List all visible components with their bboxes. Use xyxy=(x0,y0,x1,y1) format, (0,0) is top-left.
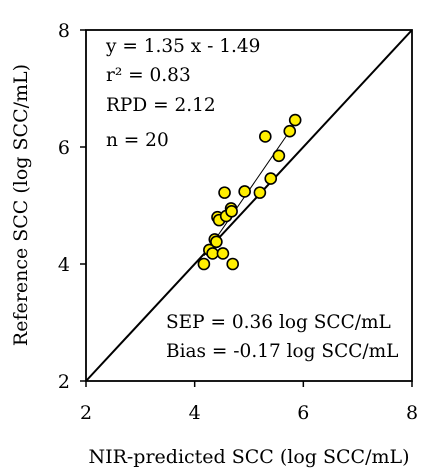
data-point xyxy=(283,124,297,138)
data-point xyxy=(218,186,231,199)
sep-text: SEP = 0.36 log SCC/mL xyxy=(166,312,391,333)
data-point xyxy=(197,257,211,271)
data-point xyxy=(226,257,239,271)
n-text: n = 20 xyxy=(106,130,169,151)
y-tick-label: 6 xyxy=(58,137,70,159)
x-axis-label: NIR-predicted SCC (log SCC/mL) xyxy=(88,446,409,468)
rpd-text: RPD = 2.12 xyxy=(106,95,216,116)
data-point xyxy=(264,172,278,185)
data-point xyxy=(258,130,272,143)
x-tick-label: 8 xyxy=(406,402,418,424)
x-tick-label: 2 xyxy=(80,402,92,424)
data-points xyxy=(197,113,302,271)
data-point xyxy=(225,205,238,218)
data-point xyxy=(210,235,223,249)
data-point xyxy=(272,149,286,163)
x-tick-label: 6 xyxy=(297,402,309,424)
x-tick-label: 4 xyxy=(189,402,201,424)
stats-box-bottom: SEP = 0.36 log SCC/mL Bias = -0.17 log S… xyxy=(166,312,398,362)
y-axis-label: Reference SCC (log SCC/mL) xyxy=(10,64,32,346)
y-tick-label: 2 xyxy=(58,371,70,393)
stats-box-top: y = 1.35 x - 1.49 r² = 0.83 RPD = 2.12 n… xyxy=(105,36,260,151)
y-tick-label: 4 xyxy=(58,254,70,276)
equation-text: y = 1.35 x - 1.49 xyxy=(105,36,260,57)
data-point xyxy=(206,247,219,260)
data-point xyxy=(253,186,267,199)
plot-frame xyxy=(85,29,413,382)
y-axis-ticks: 2 4 6 8 xyxy=(58,20,86,393)
y-tick-label: 8 xyxy=(58,20,70,42)
data-point xyxy=(288,113,302,127)
one-to-one-line xyxy=(85,29,413,382)
bias-text: Bias = -0.17 log SCC/mL xyxy=(166,341,398,362)
plot-area xyxy=(85,29,413,382)
r2-text: r² = 0.83 xyxy=(106,65,191,86)
x-axis-ticks: 2 4 6 8 xyxy=(80,381,418,424)
data-point xyxy=(216,247,230,260)
data-point xyxy=(238,185,251,198)
